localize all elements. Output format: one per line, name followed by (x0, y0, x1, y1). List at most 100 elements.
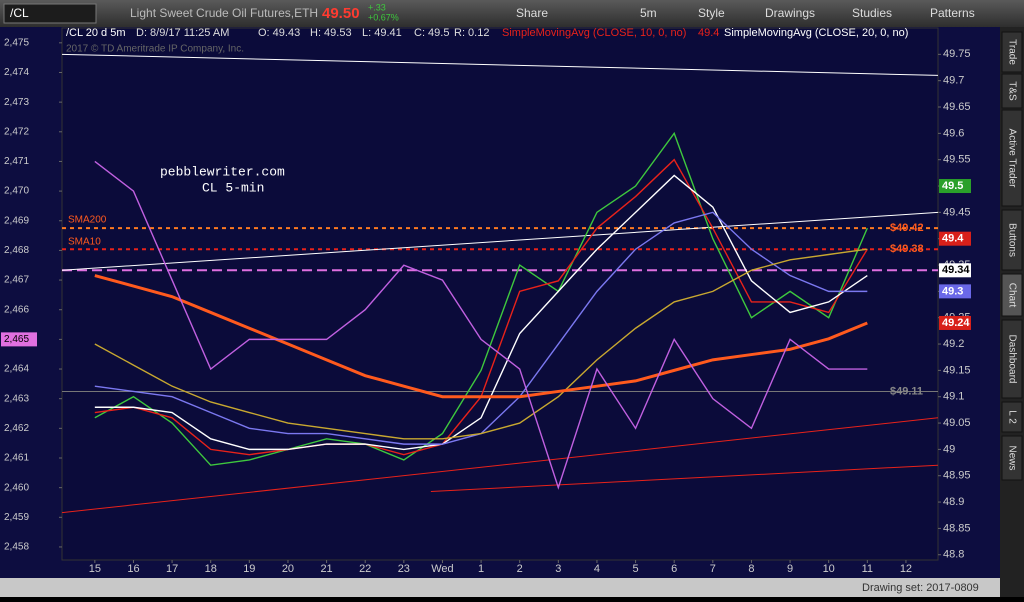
y2-tick-label: 48.8 (943, 549, 964, 561)
series-line (94, 274, 868, 399)
side-tab-label[interactable]: Chart (1006, 283, 1017, 308)
annotation: SMA10 (68, 237, 101, 248)
y-tick-label: 2,470 (4, 186, 29, 197)
copyright: 2017 © TD Ameritrade IP Company, Inc. (66, 44, 244, 55)
x-tick-label: 1 (478, 563, 484, 575)
side-tab[interactable] (1001, 73, 1023, 109)
y-tick-label: 2,469 (4, 215, 29, 226)
side-tab[interactable] (1001, 273, 1023, 317)
status: Drawing set: 2017-0809 (862, 582, 979, 594)
trend-line (62, 53, 938, 76)
side-tab[interactable] (1001, 435, 1023, 481)
x-tick-label: 6 (671, 563, 677, 575)
x-tick-label: 20 (282, 563, 294, 575)
change-pct: +0.67% (368, 12, 399, 22)
y-tick-label: 2,471 (4, 156, 29, 167)
info-open: O: 49.43 (258, 27, 300, 39)
symbol-box[interactable] (3, 3, 97, 24)
description: Light Sweet Crude Oil Futures,ETH (130, 6, 318, 20)
price-tag-label: 49.5 (942, 180, 963, 192)
study2: SimpleMovingAvg (CLOSE, 20, 0, no) (724, 27, 908, 39)
studies-button[interactable]: Studies (852, 6, 892, 20)
x-tick-label: 2 (517, 563, 523, 575)
price-tag-label: $49.38 (890, 243, 924, 255)
y2-tick-label: 48.95 (943, 470, 971, 482)
side-tab-label[interactable]: L 2 (1006, 410, 1017, 424)
x-tick-label: 4 (594, 563, 600, 575)
y2-tick-label: 49.7 (943, 75, 964, 87)
plot (62, 53, 938, 514)
price-tag (1, 332, 37, 347)
info-symbol: /CL 20 d 5m (66, 27, 126, 39)
y2-tick-label: 49.05 (943, 417, 971, 429)
info-low: L: 49.41 (362, 27, 402, 39)
side-tab[interactable] (1001, 209, 1023, 271)
price-tag (939, 231, 971, 246)
y-tick-label: 2,459 (4, 512, 29, 523)
drawings-button[interactable]: Drawings (765, 6, 815, 20)
info-close: C: 49.5 (414, 27, 449, 39)
info-range: R: 0.12 (454, 27, 489, 39)
side-tab[interactable] (1001, 109, 1023, 207)
patterns-button[interactable]: Patterns (930, 6, 975, 20)
interval-button[interactable]: 5m (640, 6, 657, 20)
price-tag-label: $49.42 (890, 222, 924, 234)
x-tick-label: 17 (166, 563, 178, 575)
plot-area (61, 27, 939, 561)
side-tab-label[interactable]: T&S (1006, 81, 1017, 101)
y-tick-label: 2,460 (4, 482, 29, 493)
side-tab-label[interactable]: News (1006, 445, 1017, 470)
study1: SimpleMovingAvg (CLOSE, 10, 0, no) (502, 27, 686, 39)
y-tick-label: 2,473 (4, 97, 29, 108)
y-tick-label: 2,474 (4, 67, 29, 78)
style-button[interactable]: Style (698, 6, 725, 20)
side-tab-label[interactable]: Active Trader (1006, 129, 1017, 189)
price-tag (939, 179, 971, 194)
scrollbar[interactable] (0, 578, 1000, 597)
annotation: pebblewriter.com (160, 164, 285, 179)
x-tick-label: 7 (710, 563, 716, 575)
share-button[interactable]: Share (516, 6, 548, 20)
side-tab-label[interactable]: Trade (1006, 39, 1017, 65)
trend-line (430, 464, 938, 493)
study1-value: 49.4 (698, 27, 719, 39)
trend-line (62, 211, 938, 271)
series-line (94, 160, 868, 490)
x-tick-label: 11 (862, 563, 873, 575)
side-tab[interactable] (1001, 401, 1023, 433)
symbol[interactable]: /CL (10, 6, 29, 20)
x-tick-label: 21 (320, 563, 332, 575)
y2-tick-label: 49.75 (943, 48, 971, 60)
side-tab[interactable] (1001, 31, 1023, 73)
x-tick-label: 12 (900, 563, 912, 575)
y-tick-label: 2,458 (4, 542, 29, 553)
side-tab[interactable] (1001, 319, 1023, 399)
price-tag-label: 49.3 (942, 285, 963, 297)
series-line (94, 248, 868, 440)
series-line (94, 174, 868, 451)
price-tag-label: 49.34 (942, 264, 970, 276)
price-tag-label: 49.4 (942, 233, 964, 245)
x-tick-label: 15 (89, 563, 101, 575)
series-line (94, 131, 868, 466)
y2-tick-label: 49 (943, 443, 955, 455)
side-tab-label[interactable]: Dashboard (1006, 335, 1017, 384)
price-tag (939, 284, 971, 299)
toolbar (0, 0, 1024, 27)
y-tick-label: 2,463 (4, 393, 29, 404)
y-tick-label: 2,464 (4, 364, 29, 375)
x-tick-label: 9 (787, 563, 793, 575)
y2-tick-label: 49.2 (943, 338, 964, 350)
side-tab-label[interactable]: Buttons (1006, 223, 1017, 257)
x-tick-label: 18 (205, 563, 217, 575)
price-tag-label: 49.24 (942, 317, 970, 329)
y-tick-label: 2,475 (4, 37, 29, 48)
x-tick-label: 19 (243, 563, 255, 575)
annotation: SMA200 (68, 215, 107, 226)
price-tag-label: $49.11 (890, 385, 923, 397)
x-tick-label: 5 (633, 563, 639, 575)
price-tag-label: 2,465 (4, 334, 29, 345)
y-tick-label: 2,467 (4, 275, 29, 286)
